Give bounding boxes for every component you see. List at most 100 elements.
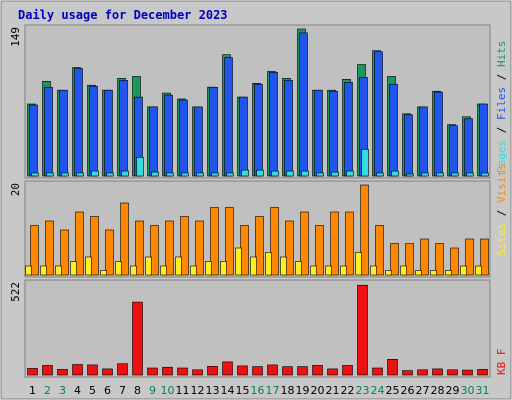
bar-pages-day-9 xyxy=(151,171,159,177)
bar-pages-day-27 xyxy=(421,172,429,177)
bar-visits-day-23 xyxy=(360,184,369,276)
bar-visits-day-13 xyxy=(210,207,219,276)
bar-kb-day-29 xyxy=(447,369,458,376)
bar-pages-day-18 xyxy=(286,170,294,177)
bar-sites-day-17 xyxy=(265,252,272,276)
legend-separator: / xyxy=(495,67,508,87)
x-tick-label-day-25: 25 xyxy=(386,384,400,397)
bar-sites-day-18 xyxy=(280,256,287,276)
bar-sites-day-23 xyxy=(355,252,362,276)
bar-kb-day-14 xyxy=(222,361,233,376)
x-tick-label-day-30: 30 xyxy=(461,384,475,397)
bar-files-day-7 xyxy=(119,80,128,177)
x-tick-label-day-2: 2 xyxy=(44,384,51,397)
bar-visits-day-22 xyxy=(345,211,354,276)
bar-sites-day-14 xyxy=(220,261,227,276)
bar-files-day-6 xyxy=(104,89,113,177)
bar-pages-day-2 xyxy=(46,172,54,177)
legend-sites: Sites xyxy=(495,223,508,256)
bar-kb-day-7 xyxy=(117,363,128,376)
bar-visits-day-4 xyxy=(75,211,84,276)
bar-kb-day-20 xyxy=(312,365,323,376)
bar-files-day-22 xyxy=(344,82,353,177)
x-tick-label-day-20: 20 xyxy=(311,384,325,397)
bar-files-day-2 xyxy=(44,86,53,177)
bar-files-day-15 xyxy=(239,96,248,177)
bar-kb-day-9 xyxy=(147,367,158,376)
bar-kb-day-25 xyxy=(387,358,398,376)
bar-pages-day-21 xyxy=(331,171,339,177)
bar-sites-day-29 xyxy=(445,270,452,276)
bar-visits-day-6 xyxy=(105,229,114,276)
panel-kb-legend: KB F xyxy=(495,349,508,376)
bar-kb-day-28 xyxy=(432,368,443,376)
bar-kb-day-16 xyxy=(252,366,263,376)
bar-sites-day-8 xyxy=(130,265,137,276)
bar-kb-day-11 xyxy=(177,367,188,376)
bar-sites-day-28 xyxy=(430,270,437,276)
x-tick-label-day-15: 15 xyxy=(236,384,250,397)
chart-title: Daily usage for December 2023 xyxy=(18,8,228,22)
x-tick-label-day-22: 22 xyxy=(341,384,355,397)
bar-visits-day-17 xyxy=(270,207,279,276)
bar-visits-day-24 xyxy=(375,225,384,276)
bar-files-day-19 xyxy=(299,32,308,177)
bar-visits-day-28 xyxy=(435,243,444,276)
bar-pages-day-7 xyxy=(121,170,129,177)
bar-sites-day-10 xyxy=(160,265,167,276)
x-tick-label-day-26: 26 xyxy=(401,384,415,397)
bar-visits-day-9 xyxy=(150,225,159,276)
x-tick-label-day-24: 24 xyxy=(371,384,385,397)
bar-files-day-11 xyxy=(179,99,188,177)
bar-files-day-3 xyxy=(59,89,68,177)
x-tick-label-day-16: 16 xyxy=(251,384,265,397)
bar-kb-day-30 xyxy=(462,369,473,376)
bar-visits-day-7 xyxy=(120,202,129,276)
bar-kb-day-24 xyxy=(372,367,383,376)
x-tick-label-day-4: 4 xyxy=(74,384,81,397)
bar-pages-day-26 xyxy=(406,173,414,177)
bar-files-day-16 xyxy=(254,83,263,177)
x-tick-label-day-3: 3 xyxy=(59,384,66,397)
bar-files-day-9 xyxy=(149,106,158,177)
bar-sites-day-5 xyxy=(85,256,92,276)
bar-kb-day-4 xyxy=(72,364,83,376)
bar-sites-day-4 xyxy=(70,261,77,276)
bar-pages-day-14 xyxy=(226,172,234,177)
x-tick-label-day-10: 10 xyxy=(161,384,175,397)
bar-files-day-13 xyxy=(209,86,218,177)
bar-visits-day-5 xyxy=(90,216,99,276)
x-tick-label-day-11: 11 xyxy=(176,384,190,397)
x-tick-label-day-23: 23 xyxy=(356,384,370,397)
bar-visits-day-8 xyxy=(135,220,144,276)
x-tick-label-day-28: 28 xyxy=(431,384,445,397)
bar-pages-day-11 xyxy=(181,172,189,177)
bar-kb-day-3 xyxy=(57,369,68,376)
panel-kb-background xyxy=(24,279,491,378)
bar-visits-day-16 xyxy=(255,216,264,276)
x-axis-day-labels: 1 2 3 4 5 6 7 8 9 10 11 12 13 14 15 16 17 18 19 20 21 22 23 24 2… xyxy=(29,384,490,397)
bar-sites-day-27 xyxy=(415,270,422,276)
panel-hits-max-label: 149 xyxy=(9,27,22,47)
bar-sites-day-3 xyxy=(55,265,62,276)
bar-sites-day-9 xyxy=(145,256,152,276)
bar-files-day-12 xyxy=(194,106,203,177)
bar-files-day-25 xyxy=(389,83,398,177)
bar-kb-day-21 xyxy=(327,368,338,376)
panel-kb-max-label: 522 xyxy=(9,282,22,302)
bar-kb-day-26 xyxy=(402,370,413,376)
bar-visits-day-30 xyxy=(465,238,474,276)
bar-visits-day-31 xyxy=(480,238,489,276)
bar-visits-day-11 xyxy=(180,216,189,276)
bar-files-day-24 xyxy=(374,51,383,177)
bar-visits-day-20 xyxy=(315,225,324,276)
x-tick-label-day-14: 14 xyxy=(221,384,235,397)
bar-visits-day-26 xyxy=(405,243,414,276)
bar-pages-day-19 xyxy=(301,170,309,177)
bar-kb-day-22 xyxy=(342,365,353,376)
bar-files-day-28 xyxy=(434,91,443,177)
bar-visits-day-27 xyxy=(420,238,429,276)
legend-separator: / xyxy=(495,203,508,223)
bar-pages-day-5 xyxy=(91,170,99,177)
